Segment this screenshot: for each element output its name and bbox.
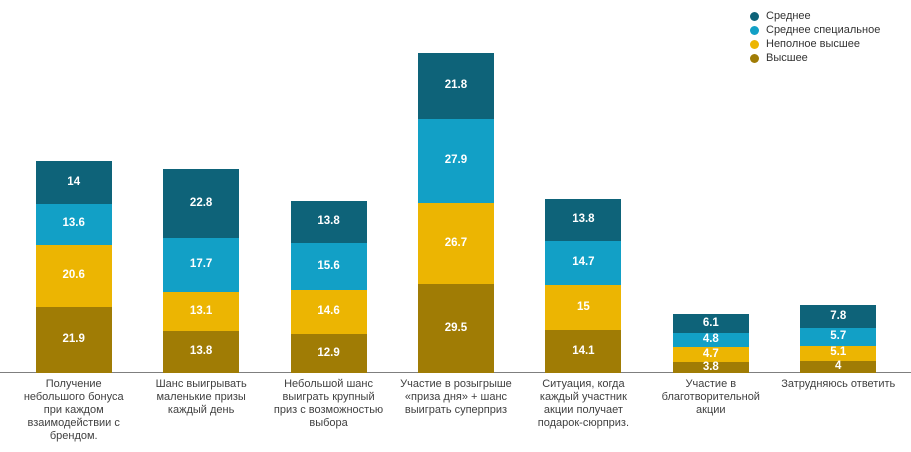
bar-segment: 22.8 (163, 169, 240, 239)
bar-slot: 14 13.6 20.6 21.9 (10, 0, 137, 373)
bar-segment: 12.9 (290, 334, 367, 373)
segment-value-label: 21.9 (62, 333, 85, 346)
legend-color-dot-icon (750, 11, 759, 21)
bar-segment: 4 (800, 360, 877, 373)
bar-slot: 22.8 17.7 13.1 13.8 (137, 0, 264, 373)
segment-value-label: 14.1 (572, 344, 595, 357)
bar-segment: 5.7 (800, 328, 877, 346)
segment-value-label: 5.7 (830, 330, 847, 343)
legend-label: Неполное высшее (766, 38, 860, 50)
bar-segment: 14 (35, 161, 112, 204)
segment-value-label: 15 (576, 301, 590, 313)
bar-slot: 7.8 5.7 5.1 4 (775, 0, 902, 373)
segment-value-label: 13.6 (62, 217, 85, 230)
x-axis-category-label: Участие в благотворительной акции (661, 378, 760, 416)
legend-color-dot-icon (750, 39, 759, 49)
x-axis-category-label: Затрудняюсь ответить (781, 378, 896, 390)
segment-value-label: 17.7 (189, 258, 213, 271)
bar-segment: 13.8 (545, 199, 622, 241)
bar-segment: 21.9 (35, 306, 112, 373)
bar-slot: 6.1 4.8 4.7 3.8 (647, 0, 774, 373)
bar-segment: 13.6 (35, 203, 112, 245)
bar-slot: 21.8 27.9 26.7 29.5 (392, 0, 519, 373)
segment-value-label: 13.8 (189, 345, 213, 358)
segment-value-label: 4.8 (702, 333, 719, 346)
legend-item: Высшее (750, 51, 880, 65)
bar-segment: 13.8 (163, 331, 240, 373)
x-axis-category-label: Небольшой шанс выиграть крупный приз с в… (273, 378, 384, 429)
segment-value-label: 21.8 (444, 79, 468, 92)
segment-value-label: 13.8 (317, 215, 340, 228)
stacked-bar: 7.8 5.7 5.1 4 (800, 304, 877, 373)
stacked-bar: 21.8 27.9 26.7 29.5 (417, 53, 494, 373)
bar-segment: 3.8 (672, 360, 749, 373)
bar-segment: 15 (545, 285, 622, 331)
bar-slot: 13.8 14.7 15 14.1 (520, 0, 647, 373)
legend-item: Среднее специальное (750, 23, 880, 37)
stacked-bar: 13.8 14.7 15 14.1 (545, 199, 622, 373)
x-axis-category-label: Получение небольшого бонуса при каждом в… (23, 378, 124, 442)
bar-segment: 17.7 (163, 238, 240, 292)
legend-label: Среднее (766, 10, 811, 22)
segment-value-label: 14.7 (572, 256, 595, 269)
stacked-bar: 13.8 15.6 14.6 12.9 (290, 201, 367, 373)
bar-segment: 14.1 (545, 330, 622, 373)
bar-segment: 7.8 (800, 304, 877, 329)
stacked-bar: 22.8 17.7 13.1 13.8 (163, 169, 240, 373)
bar-segment: 14.6 (290, 289, 367, 334)
legend-label: Среднее специальное (766, 24, 881, 36)
bar-segment: 6.1 (672, 314, 749, 333)
x-axis-category-label: Участие в розыгрыше «приза дня» + шанс в… (400, 378, 512, 416)
bar-segment: 20.6 (35, 244, 112, 307)
bar-segment: 26.7 (417, 203, 494, 284)
segment-value-label: 3.8 (702, 360, 719, 373)
segment-value-label: 14.6 (317, 305, 340, 318)
segment-value-label: 26.7 (444, 236, 468, 249)
segment-value-label: 27.9 (444, 154, 468, 167)
bar-segment: 14.7 (545, 240, 622, 286)
bar-segment: 15.6 (290, 242, 367, 290)
x-axis-labels: Получение небольшого бонуса при каждом в… (0, 378, 911, 443)
segment-value-label: 14 (67, 175, 81, 188)
segment-value-label: 20.6 (62, 268, 85, 281)
bar-segment: 13.8 (290, 201, 367, 243)
legend-item: Неполное высшее (750, 37, 880, 51)
chart-plot-area: 14 13.6 20.6 21.9 22.8 17.7 13.1 13.8 13.8 15.6 14… (10, 0, 902, 373)
legend-label: Высшее (766, 52, 808, 64)
segment-value-label: 13.8 (572, 213, 595, 226)
legend-color-dot-icon (750, 25, 759, 35)
bar-segment: 4.8 (672, 332, 749, 348)
stacked-bar: 14 13.6 20.6 21.9 (35, 161, 112, 373)
segment-value-label: 12.9 (317, 346, 340, 359)
bar-segment: 5.1 (800, 345, 877, 361)
x-axis-category-label: Шанс выигрывать маленькие призы каждый д… (155, 378, 247, 416)
bar-slot: 13.8 15.6 14.6 12.9 (265, 0, 392, 373)
bar-segment: 4.7 (672, 347, 749, 362)
x-axis-category-label: Ситуация, когда каждый участник акции по… (537, 378, 630, 429)
stacked-bar: 6.1 4.8 4.7 3.8 (672, 314, 749, 373)
bar-segment: 21.8 (417, 53, 494, 119)
segment-value-label: 6.1 (702, 316, 719, 329)
bar-segment: 27.9 (417, 118, 494, 204)
segment-value-label: 7.8 (830, 309, 847, 322)
bar-segment: 29.5 (417, 283, 494, 373)
segment-value-label: 13.1 (189, 304, 213, 317)
bar-segment: 13.1 (163, 291, 240, 332)
segment-value-label: 29.5 (444, 321, 468, 334)
segment-value-label: 15.6 (317, 259, 340, 272)
segment-value-label: 22.8 (189, 197, 213, 210)
segment-value-label: 5.1 (830, 346, 847, 359)
segment-value-label: 4.7 (702, 347, 719, 360)
segment-value-label: 4 (835, 360, 842, 373)
chart-legend: Среднее Среднее специальное Неполное высше… (750, 9, 880, 65)
legend-item: Среднее (750, 9, 880, 23)
legend-color-dot-icon (750, 53, 759, 63)
